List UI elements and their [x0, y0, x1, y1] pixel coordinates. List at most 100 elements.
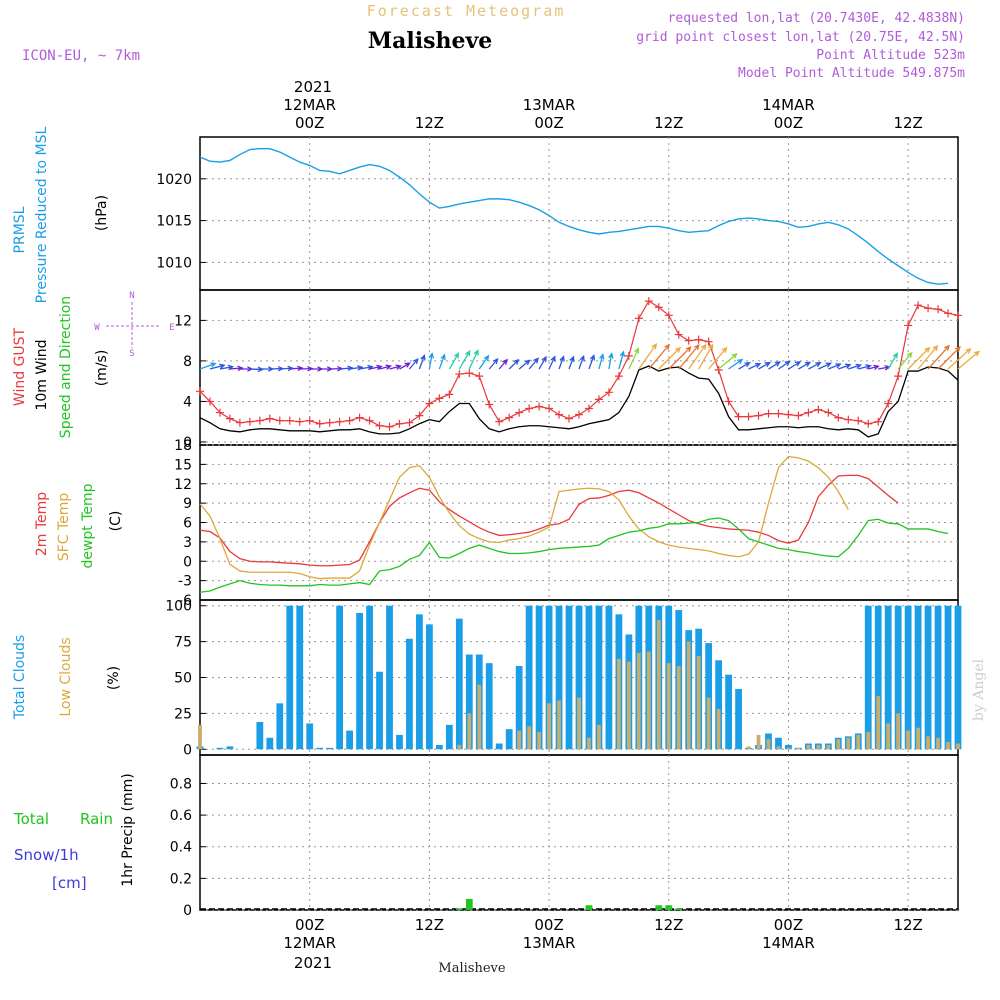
gust-marker: [804, 408, 813, 417]
low-cloud-bar: [916, 727, 921, 750]
wind-arrow: [838, 363, 852, 370]
total-cloud-bar: [226, 746, 234, 750]
y-tick-label: 0.4: [170, 840, 192, 856]
sfc-temp-line: [199, 455, 849, 580]
low-cloud-bar: [886, 723, 891, 750]
rain-bar: [665, 905, 673, 910]
total-cloud-bar: [445, 724, 453, 750]
gust-marker: [704, 337, 713, 346]
gust-marker: [215, 408, 224, 417]
low-cloud-bar: [696, 655, 701, 750]
wind-arrow: [578, 354, 585, 370]
total-cloud-bar: [356, 612, 363, 750]
low-cloud-bar: [926, 736, 930, 750]
bottom-day-label: 12MAR: [283, 934, 336, 952]
top-hour-label: 12Z: [893, 114, 922, 132]
total-cloud-bar: [535, 605, 543, 750]
pressure-label-2: Pressure Reduced to MSL: [34, 126, 50, 303]
pressure-label-1: PRMSL: [12, 206, 28, 253]
pressure-side-labels: PRMSL Pressure Reduced to MSL (hPa): [12, 126, 110, 303]
rain-bar: [655, 905, 663, 910]
total-cloud-bar: [386, 605, 393, 750]
wind-arrow: [808, 361, 822, 370]
total-cloud-bar: [216, 747, 224, 750]
gust-marker: [375, 421, 384, 430]
pressure-line: [199, 148, 949, 285]
total-cloud-bar: [316, 747, 324, 750]
total-cloud-bar: [416, 614, 423, 750]
gust-marker: [794, 411, 803, 420]
top-year: 2021: [294, 78, 332, 96]
pressure-unit: (hPa): [94, 195, 110, 231]
panel-frame: [199, 136, 959, 291]
wind-speed-line: [199, 365, 959, 438]
y-tick-label: 0: [183, 435, 192, 451]
credit-watermark: by Angel: [971, 658, 987, 721]
total-cloud-bar: [944, 605, 952, 750]
point-altitude: Point Altitude 523m: [816, 48, 965, 63]
gust-marker: [734, 412, 743, 421]
gust-marker: [904, 321, 913, 330]
rain-bar: [585, 905, 593, 910]
gust-marker: [285, 416, 294, 425]
wind-arrow: [688, 343, 707, 370]
wind-arrow: [718, 353, 738, 370]
low-cloud-bar: [836, 739, 841, 750]
total-cloud-bar: [565, 605, 573, 750]
wind-arrow: [229, 365, 244, 372]
total-cloud-bar: [904, 605, 912, 750]
gust-marker: [764, 409, 773, 418]
wind-arrow: [618, 350, 626, 370]
wind-arrow: [508, 358, 520, 370]
y-tick-label: 4: [183, 394, 192, 410]
total-cloud-bar: [924, 605, 932, 750]
low-cloud-bar: [936, 737, 940, 750]
top-hour-label: 00Z: [774, 114, 803, 132]
total-cloud-bar: [954, 605, 962, 750]
compass-n: N: [129, 291, 134, 301]
meteogram-subtitle: Forecast Meteogram: [367, 2, 566, 20]
wind-arrow: [907, 346, 931, 370]
wind-arrow: [468, 349, 479, 370]
wind-arrow: [538, 355, 547, 370]
total-cloud-bar: [775, 737, 782, 750]
y-tick-label: 0.8: [170, 776, 192, 792]
low-cloud-bar: [766, 739, 771, 750]
y-tick-label: 9: [183, 496, 192, 512]
total-cloud-bar: [406, 638, 413, 750]
total-cloud-bar: [495, 743, 503, 750]
low-cloud-bar: [906, 730, 911, 750]
model-point-altitude: Model Point Altitude 549.875m: [738, 66, 965, 81]
gust-marker: [575, 410, 583, 419]
dewpt-label: dewpt Temp: [80, 483, 96, 568]
gust-marker: [445, 390, 454, 399]
y-tick-label: 1015: [156, 214, 192, 230]
total-cloud-bar: [884, 605, 892, 750]
bottom-day-label: 13MAR: [523, 934, 576, 952]
wind-arrow: [738, 361, 751, 370]
top-time-axis: 00Z 12Z 00Z 12Z 00Z 12Z 12MAR 13MAR 14MAR: [283, 96, 922, 132]
gust-marker: [395, 419, 404, 428]
low-cloud-bar: [776, 746, 781, 750]
gust-marker: [774, 409, 783, 418]
y-tick-label: 100: [165, 599, 192, 615]
wind-arrow: [858, 364, 872, 370]
top-hour-label: 00Z: [295, 114, 324, 132]
gust-marker: [724, 397, 733, 406]
low-cloud-bar: [816, 744, 821, 750]
wind-arrow: [498, 358, 508, 370]
gust-marker: [305, 416, 314, 425]
wind-arrow: [448, 352, 460, 370]
wind-arrow: [608, 352, 614, 370]
bottom-day-label: 14MAR: [762, 934, 815, 952]
gust-marker: [225, 414, 234, 423]
low-cloud-bar: [746, 746, 751, 750]
wind-arrow: [768, 361, 781, 370]
low-cloud-bar: [676, 666, 681, 750]
total-cloud-bar: [426, 624, 433, 750]
wind-unit: (m/s): [94, 350, 110, 387]
y-tick-label: 0: [183, 903, 192, 919]
gust-marker: [415, 411, 424, 420]
y-tick-label: 3: [183, 535, 192, 551]
wind-arrow: [568, 355, 575, 370]
